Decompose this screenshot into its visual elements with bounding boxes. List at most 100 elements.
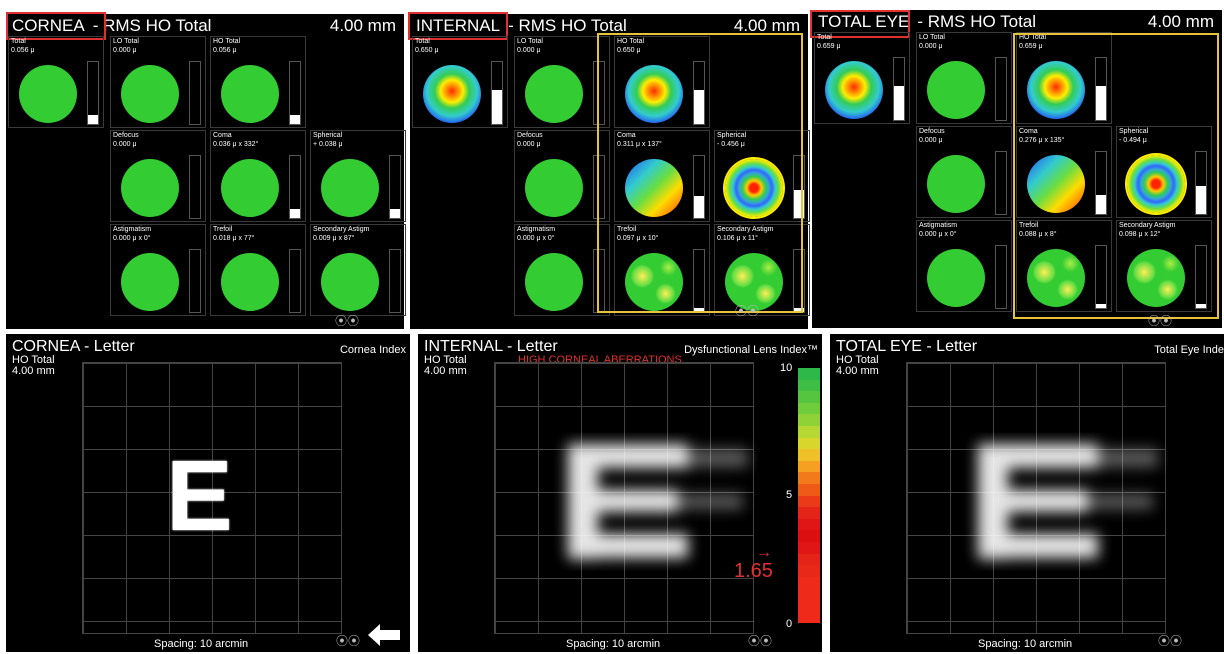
aberration-map bbox=[725, 159, 783, 217]
arrow-right-icon: → bbox=[756, 543, 772, 561]
cell-value: - 0.494 μ bbox=[1119, 137, 1147, 144]
highlight-box-internal bbox=[408, 12, 508, 40]
rms-bar bbox=[995, 57, 1007, 121]
aberration-cell-defocus[interactable]: Defocus 0.000 μ bbox=[514, 130, 610, 222]
rms-bar bbox=[389, 155, 401, 219]
scale-segment bbox=[798, 495, 820, 508]
aberration-map bbox=[927, 61, 985, 119]
cell-value: 0.000 μ x 0° bbox=[113, 235, 151, 242]
rms-bar bbox=[389, 249, 401, 313]
scale-segment bbox=[798, 518, 820, 531]
rms-bar bbox=[593, 61, 605, 125]
aberration-cell-defocus[interactable]: Defocus 0.000 μ bbox=[916, 126, 1012, 218]
rms-bar-fill bbox=[1096, 304, 1106, 308]
glasses-icon[interactable]: ⦿⦿ bbox=[336, 634, 361, 648]
aberration-cell-trefoil[interactable]: Trefoil 0.018 μ x 77° bbox=[210, 224, 306, 316]
metric-label: HO Total bbox=[836, 354, 879, 366]
aberration-cell-lo-total[interactable]: LO Total 0.000 μ bbox=[514, 36, 610, 128]
aberration-map bbox=[1027, 61, 1085, 119]
ho-highlight-box-internal bbox=[597, 33, 803, 313]
rms-bar bbox=[693, 155, 705, 219]
index-label: Cornea Index bbox=[339, 344, 406, 356]
glasses-icon[interactable]: ⦿⦿ bbox=[735, 304, 760, 318]
cell-value: 0.650 μ bbox=[415, 47, 439, 54]
aberration-cell-total[interactable]: Total 0.650 μ bbox=[412, 36, 508, 128]
aberration-cell-lo-total[interactable]: LO Total 0.000 μ bbox=[916, 32, 1012, 124]
rms-bar-fill bbox=[1196, 304, 1206, 308]
scale-segment bbox=[798, 483, 820, 496]
aberration-cell-ho-total[interactable]: HO Total 0.659 μ bbox=[1016, 32, 1112, 124]
scale-segment bbox=[798, 611, 820, 624]
rms-bar bbox=[1095, 245, 1107, 309]
aberration-cell-spherical[interactable]: Spherical - 0.456 μ bbox=[714, 130, 810, 222]
aberration-map bbox=[121, 253, 179, 311]
aberration-cell-secondary-astigm[interactable]: Secondary Astigm 0.009 μ x 87° bbox=[310, 224, 406, 316]
rms-bar bbox=[793, 155, 805, 219]
rms-bar bbox=[693, 61, 705, 125]
aberration-cell-spherical[interactable]: Spherical + 0.038 μ bbox=[310, 130, 406, 222]
aberration-cell-coma[interactable]: Coma 0.036 μ x 332° bbox=[210, 130, 306, 222]
aberration-cell-defocus[interactable]: Defocus 0.000 μ bbox=[110, 130, 206, 222]
glasses-icon[interactable]: ⦿⦿ bbox=[748, 634, 773, 648]
rms-bar bbox=[995, 151, 1007, 215]
aberration-cell-ho-total[interactable]: HO Total 0.650 μ bbox=[614, 36, 710, 128]
aberration-cell-secondary-astigm[interactable]: Secondary Astigm 0.106 μ x 11° bbox=[714, 224, 810, 316]
cell-name: Astigmatism bbox=[517, 226, 556, 233]
aberration-cell-coma[interactable]: Coma 0.276 μ x 135° bbox=[1016, 126, 1112, 218]
glasses-icon[interactable]: ⦿⦿ bbox=[1148, 314, 1173, 328]
aberration-cell-secondary-astigm[interactable]: Secondary Astigm 0.098 μ x 12° bbox=[1116, 220, 1212, 312]
rms-bar-fill bbox=[694, 308, 704, 312]
cell-name: Total bbox=[817, 34, 832, 41]
cell-name: Spherical bbox=[1119, 128, 1149, 135]
scale-min-label: 0 bbox=[786, 618, 793, 630]
aberration-cell-total[interactable]: Total 0.056 μ bbox=[8, 36, 104, 128]
aberration-cell-spherical[interactable]: Spherical - 0.494 μ bbox=[1116, 126, 1212, 218]
scale-segment bbox=[798, 576, 820, 589]
aberration-map bbox=[221, 65, 279, 123]
glasses-icon[interactable]: ⦿⦿ bbox=[335, 314, 360, 328]
metric-label: HO Total bbox=[424, 354, 467, 366]
metric-label: HO Total bbox=[12, 354, 55, 366]
aberration-cell-lo-total[interactable]: LO Total 0.000 μ bbox=[110, 36, 206, 128]
scale-segment bbox=[798, 379, 820, 392]
cell-name: Coma bbox=[1019, 128, 1038, 135]
rms-bar bbox=[893, 57, 905, 121]
aberration-map bbox=[625, 65, 683, 123]
glasses-icon[interactable]: ⦿⦿ bbox=[1158, 634, 1183, 648]
rms-bar bbox=[1195, 151, 1207, 215]
cell-name: LO Total bbox=[113, 38, 139, 45]
panel-diameter: 4.00 mm bbox=[329, 16, 396, 35]
aberration-cell-coma[interactable]: Coma 0.311 μ x 137° bbox=[614, 130, 710, 222]
scale-mid-label: 5 bbox=[786, 489, 793, 501]
scale-segment bbox=[798, 588, 820, 600]
cell-name: Spherical bbox=[717, 132, 747, 139]
scale-segment bbox=[798, 553, 820, 566]
cell-name: Secondary Astigm bbox=[313, 226, 370, 233]
letter-panel-title: INTERNAL - Letter bbox=[424, 338, 558, 355]
aberration-cell-astigmatism[interactable]: Astigmatism 0.000 μ x 0° bbox=[514, 224, 610, 316]
aberration-map bbox=[121, 159, 179, 217]
aberration-cell-trefoil[interactable]: Trefoil 0.088 μ x 8° bbox=[1016, 220, 1112, 312]
cell-value: 0.088 μ x 8° bbox=[1019, 231, 1057, 238]
aberration-cell-ho-total[interactable]: HO Total 0.056 μ bbox=[210, 36, 306, 128]
cell-name: Trefoil bbox=[1019, 222, 1039, 229]
aberration-cell-astigmatism[interactable]: Astigmatism 0.000 μ x 0° bbox=[110, 224, 206, 316]
panel-diameter: 4.00 mm bbox=[1147, 12, 1214, 31]
ho-highlight-box-total-eye bbox=[1013, 33, 1219, 319]
aberration-cell-astigmatism[interactable]: Astigmatism 0.000 μ x 0° bbox=[916, 220, 1012, 312]
rms-bar bbox=[995, 245, 1007, 309]
diameter-label: 4.00 mm bbox=[12, 365, 55, 377]
scale-segment bbox=[798, 402, 820, 415]
cell-name: HO Total bbox=[213, 38, 241, 45]
aberration-map bbox=[625, 159, 683, 217]
cell-value: 0.000 μ bbox=[517, 141, 541, 148]
cell-name: Defocus bbox=[517, 132, 543, 139]
cell-value: 0.000 μ x 0° bbox=[517, 235, 555, 242]
dli-value-marker: → 1.65 bbox=[734, 543, 773, 583]
blurred-letter-e bbox=[568, 444, 748, 559]
cell-value: 0.659 μ bbox=[1019, 43, 1043, 50]
aberration-cell-total[interactable]: Total 0.659 μ bbox=[814, 32, 910, 124]
cell-value: 0.036 μ x 332° bbox=[213, 141, 259, 148]
cell-value: 0.018 μ x 77° bbox=[213, 235, 255, 242]
cell-value: 0.056 μ bbox=[213, 47, 237, 54]
